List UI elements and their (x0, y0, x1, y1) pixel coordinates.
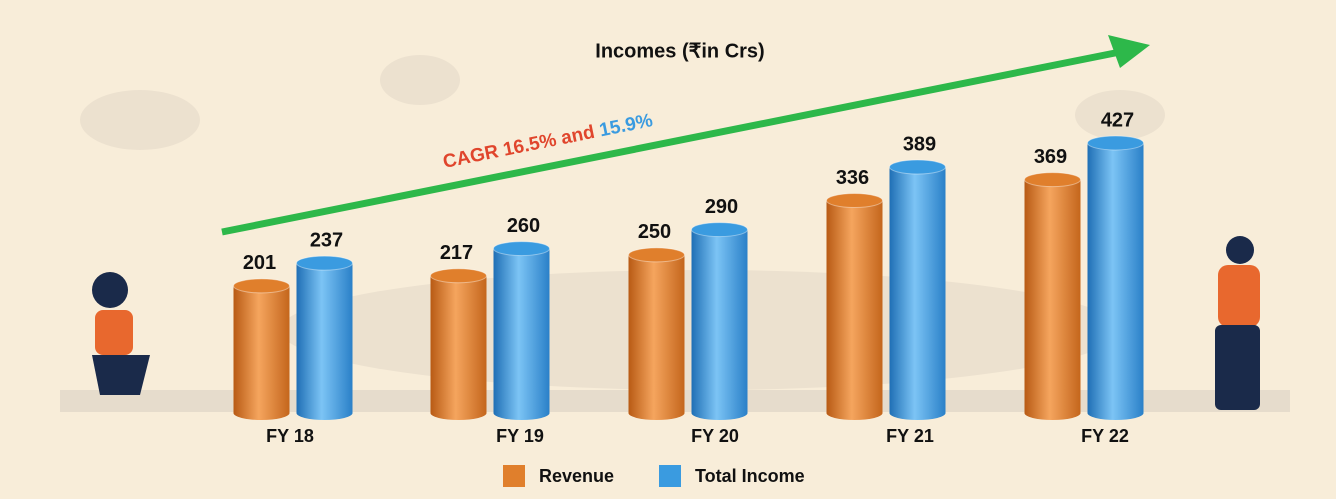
bar (297, 263, 353, 413)
bar-base (692, 406, 748, 420)
value-label: 369 (1034, 146, 1067, 168)
bar-top (890, 160, 946, 174)
value-label: 336 (836, 167, 869, 189)
bar-top (234, 279, 290, 293)
bar-base (297, 406, 353, 420)
legend-swatch (503, 465, 525, 487)
bar-top (494, 242, 550, 256)
chart-title: Incomes (₹in Crs) (595, 40, 764, 62)
bar (431, 276, 487, 413)
bar-top (431, 269, 487, 283)
value-label: 237 (310, 229, 343, 251)
bar (890, 167, 946, 413)
legend-label: Total Income (695, 466, 805, 486)
value-label: 250 (638, 221, 671, 243)
chart: Incomes (₹in Crs) CAGR 16.5% and 15.9% 2… (0, 0, 1336, 499)
value-label: 260 (507, 215, 540, 237)
x-tick-label: FY 19 (496, 426, 544, 446)
bar-top (1088, 136, 1144, 150)
value-label: 217 (440, 242, 473, 264)
bar-base (629, 406, 685, 420)
x-tick-label: FY 21 (886, 426, 934, 446)
bar-top (1025, 173, 1081, 187)
bar-base (234, 406, 290, 420)
bar-top (629, 248, 685, 262)
x-tick-label: FY 18 (266, 426, 314, 446)
bar (827, 201, 883, 413)
legend-label: Revenue (539, 466, 614, 486)
bar (234, 286, 290, 413)
bar-base (494, 406, 550, 420)
bar-base (431, 406, 487, 420)
bar (1088, 143, 1144, 413)
bar-base (1088, 406, 1144, 420)
x-tick-label: FY 20 (691, 426, 739, 446)
bar-base (1025, 406, 1081, 420)
value-label: 290 (705, 196, 738, 218)
legend-swatch (659, 465, 681, 487)
bar-base (827, 406, 883, 420)
bar (1025, 180, 1081, 413)
bar-base (890, 406, 946, 420)
bar (629, 255, 685, 413)
bar (494, 249, 550, 413)
x-tick-label: FY 22 (1081, 426, 1129, 446)
bar (692, 230, 748, 413)
bar-top (692, 223, 748, 237)
value-label: 427 (1101, 109, 1134, 131)
value-label: 389 (903, 133, 936, 155)
value-label: 201 (243, 252, 276, 274)
bar-top (297, 256, 353, 270)
bar-top (827, 194, 883, 208)
